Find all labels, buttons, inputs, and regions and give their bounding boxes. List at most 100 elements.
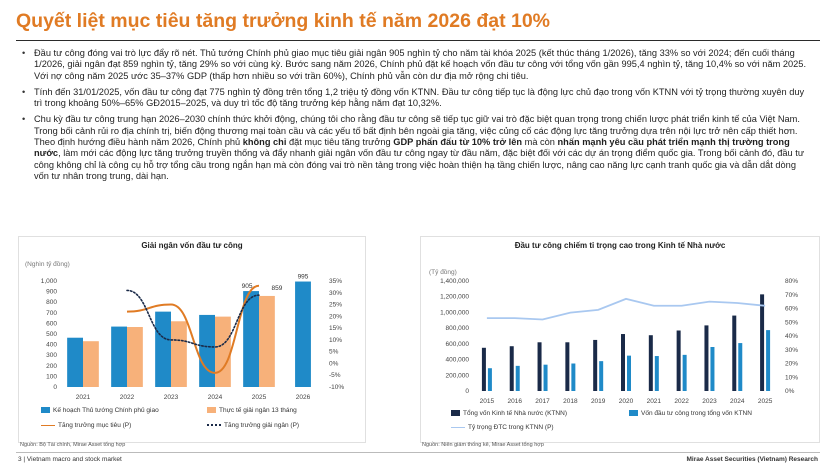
x-tick-label: 2026 xyxy=(296,394,311,401)
y-tick-label: 500 xyxy=(46,331,57,338)
bullet-emphasis: không chỉ xyxy=(242,137,287,148)
y2-tick-label: 70% xyxy=(785,292,798,299)
line-share xyxy=(486,297,766,321)
bullet-text: , làm mới các động lực tăng trưởng truyề… xyxy=(34,148,805,181)
bar-ktnn-total xyxy=(760,294,765,391)
bar-plan xyxy=(111,326,127,387)
bullet-emphasis: nhấn mạnh yêu cầu phát triển mạnh thị tr… xyxy=(34,137,790,159)
legend-item-plan: Kế hoạch Thủ tướng Chính phủ giao xyxy=(41,407,159,414)
y-tick-label: 600,000 xyxy=(446,341,470,348)
bar-ktnn-total xyxy=(509,346,514,391)
bar-ktnn-total xyxy=(621,334,625,391)
x-tick-label: 2021 xyxy=(647,398,662,405)
footer-publisher: Mirae Asset Securities (Vietnam) Researc… xyxy=(686,456,818,463)
footer-page-label: 3 | Vietnam macro and stock market xyxy=(18,456,122,463)
bar-actual xyxy=(215,316,231,387)
chart-unit-left: (Nghìn tỷ đồng) xyxy=(25,261,70,268)
data-label: 859 xyxy=(271,285,282,292)
y2-tick-label: 10% xyxy=(785,374,798,381)
y-tick-label: 400 xyxy=(46,342,57,349)
line-disbursement-growth xyxy=(126,289,260,348)
y2-tick-label: 80% xyxy=(785,278,798,285)
x-tick-label: 2018 xyxy=(563,398,578,405)
bar-public-investment xyxy=(738,343,743,391)
bar-plan xyxy=(243,291,259,387)
chart-public-investment-share: Đầu tư công chiếm tỉ trọng cao trong Kin… xyxy=(420,236,820,443)
bar-actual xyxy=(171,321,187,387)
x-tick-label: 2023 xyxy=(702,398,717,405)
y2-tick-label: -5% xyxy=(329,372,341,379)
title-divider xyxy=(16,40,820,41)
legend-swatch xyxy=(207,407,216,414)
y2-tick-label: 15% xyxy=(329,325,342,332)
chart-title: Đầu tư công chiếm tỉ trọng cao trong Kin… xyxy=(514,241,726,250)
legend-item-disbursement-growth: Tăng trưởng giải ngân (P) xyxy=(207,422,299,429)
bullet-text: đặt mục tiêu tăng trưởng xyxy=(286,137,394,148)
bar-ktnn-total xyxy=(565,342,570,391)
bullet-text: Chu kỳ đầu tư công trung hạn 2026–2030 c… xyxy=(34,114,800,148)
y-tick-label: 200 xyxy=(46,363,57,370)
y-tick-label: 800 xyxy=(46,299,57,306)
y2-tick-label: 25% xyxy=(329,302,342,309)
y-tick-label: 900 xyxy=(46,289,57,296)
x-tick-label: 2025 xyxy=(252,394,267,401)
bar-ktnn-total xyxy=(732,315,737,391)
legend-swatch xyxy=(629,410,638,417)
chart1-source: Nguồn: Bộ Tài chính, Mirae Asset tổng hợ… xyxy=(20,442,126,448)
x-tick-label: 2023 xyxy=(164,394,179,401)
bar-public-investment xyxy=(654,356,659,391)
x-tick-label: 2016 xyxy=(507,398,522,405)
y2-tick-label: 30% xyxy=(329,290,342,297)
bullet-emphasis: GDP phấn đấu từ 10% trở lên xyxy=(393,137,523,148)
legend-line xyxy=(451,426,465,428)
y-tick-label: 300 xyxy=(46,352,57,359)
y-tick-label: 1,400,000 xyxy=(440,278,469,285)
bar-public-investment xyxy=(515,365,520,391)
legend-line xyxy=(207,424,221,427)
x-tick-label: 2025 xyxy=(758,398,773,405)
data-label: 995 xyxy=(298,274,309,281)
y2-tick-label: 60% xyxy=(785,306,798,313)
bar-public-investment xyxy=(766,330,771,391)
x-tick-label: 2021 xyxy=(76,394,91,401)
y2-tick-label: 5% xyxy=(329,349,339,356)
bar-plan xyxy=(295,281,311,387)
legend-item-actual: Thực tế giải ngân 13 tháng xyxy=(207,407,297,414)
legend-item-ktnn-total: Tổng vốn Kinh tế Nhà nước (KTNN) xyxy=(451,410,567,417)
x-tick-label: 2019 xyxy=(591,398,606,405)
bar-plan xyxy=(199,314,215,387)
y-tick-label: 0 xyxy=(53,384,57,391)
bar-ktnn-total xyxy=(537,342,542,391)
legend-item-share: Tỷ trọng ĐTC trong KTNN (P) xyxy=(451,424,554,431)
y2-tick-label: 10% xyxy=(329,337,342,344)
y-tick-label: 200,000 xyxy=(446,372,470,379)
chart2-source: Nguồn: Niên giám thống kê, Mirae Asset t… xyxy=(422,442,544,448)
x-tick-label: 2017 xyxy=(535,398,550,405)
legend-swatch xyxy=(451,410,460,417)
bar-ktnn-total xyxy=(676,330,681,391)
y2-tick-label: 20% xyxy=(785,361,798,368)
y2-tick-label: -10% xyxy=(329,384,344,391)
bar-public-investment xyxy=(487,368,492,391)
legend-line xyxy=(41,424,55,426)
legend-item-target-growth: Tăng trưởng mục tiêu (P) xyxy=(41,422,131,429)
y-tick-label: 400,000 xyxy=(446,357,470,364)
y2-tick-label: 0% xyxy=(785,388,795,395)
chart-unit-left: (Tỷ đồng) xyxy=(429,269,457,276)
bar-ktnn-total xyxy=(704,325,709,391)
bullet-text: Đầu tư công đóng vai trò lực đẩy rõ nét.… xyxy=(34,48,807,81)
y2-tick-label: 30% xyxy=(785,347,798,354)
bullet-text: mà còn xyxy=(522,137,558,148)
bar-public-investment xyxy=(682,354,687,391)
bar-public-investment xyxy=(543,364,548,391)
y-tick-label: 600 xyxy=(46,320,57,327)
bullet-item: Đầu tư công đóng vai trò lực đẩy rõ nét.… xyxy=(22,48,812,82)
bar-public-investment xyxy=(710,347,715,391)
x-tick-label: 2024 xyxy=(208,394,223,401)
bar-ktnn-total xyxy=(593,339,598,391)
chart-title: Giải ngân vốn đầu tư công xyxy=(141,241,243,250)
legend-swatch xyxy=(41,407,50,414)
bar-plan xyxy=(155,311,171,387)
bullet-item: Tính đến 31/01/2025, vốn đầu tư công đạt… xyxy=(22,87,812,110)
bar-public-investment xyxy=(571,363,576,391)
